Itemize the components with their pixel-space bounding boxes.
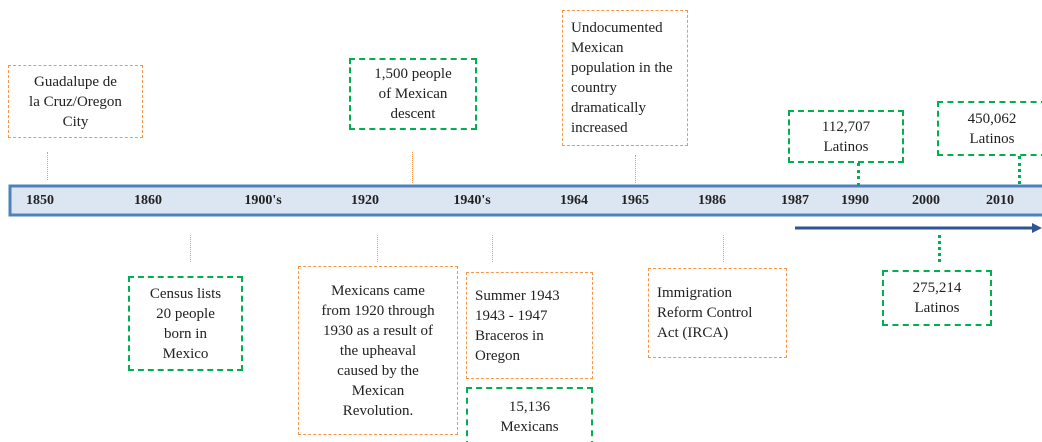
event-text: born in xyxy=(164,325,207,342)
event-text: Summer 1943 xyxy=(475,287,560,304)
event-box: Mexicans came from 1920 through 1930 as a … xyxy=(298,266,458,435)
connector xyxy=(47,152,48,180)
year-label: 1850 xyxy=(26,193,54,208)
year-label: 1940's xyxy=(453,193,491,208)
year-label: 1920 xyxy=(351,193,379,208)
event-text: City xyxy=(62,113,89,130)
event-text: Mexicans came xyxy=(331,282,425,299)
arrow-head xyxy=(1032,223,1042,233)
event-text: Immigration xyxy=(657,285,732,301)
timeline-bar xyxy=(8,184,1042,217)
event-text: Braceros in xyxy=(475,327,544,344)
event-box: Undocumented Mexican population in the coun… xyxy=(562,10,688,146)
event-text: of Mexican xyxy=(378,86,448,102)
event-text: Mexico xyxy=(162,345,209,362)
event-text: 20 people xyxy=(156,305,215,322)
connector xyxy=(492,235,493,262)
event-text: increased xyxy=(571,120,628,136)
event-text: la Cruz/Oregon xyxy=(29,93,122,110)
event-text: Latinos xyxy=(969,130,1015,147)
event-text: dramatically xyxy=(571,100,646,116)
event-box: 450,062 Latinos xyxy=(937,101,1042,156)
event-text: Mexican xyxy=(571,40,624,56)
event-box: 15,136 Mexicans xyxy=(466,387,593,442)
event-text: 1930 as a result of xyxy=(323,322,433,339)
event-box: Guadalupe de la Cruz/Oregon City xyxy=(8,65,143,138)
event-box: 112,707 Latinos xyxy=(788,110,904,163)
event-text: 1,500 people xyxy=(374,66,452,82)
event-text: descent xyxy=(390,106,436,122)
year-label: 1900's xyxy=(244,193,282,208)
connector xyxy=(723,235,724,262)
connector xyxy=(635,155,636,183)
event-text: from 1920 through xyxy=(321,302,435,319)
event-text: country xyxy=(571,80,617,96)
event-box: Census lists 20 people born in Mexico xyxy=(128,276,243,371)
event-text: Mexican xyxy=(351,382,405,399)
event-box: Summer 1943 1943 - 1947 Braceros in Oregon xyxy=(466,272,593,379)
event-box: 1,500 people of Mexican descent xyxy=(349,58,477,130)
event-text: Act (IRCA) xyxy=(657,325,729,341)
connector xyxy=(857,163,860,186)
event-text: Mexicans xyxy=(500,419,559,435)
event-text: Guadalupe de xyxy=(34,73,117,90)
event-text: Census lists xyxy=(149,285,222,302)
event-text: caused by the xyxy=(337,362,419,379)
event-text: 1943 - 1947 xyxy=(475,307,548,324)
year-label: 1964 xyxy=(560,193,588,208)
event-box: Immigration Reform Control Act (IRCA) xyxy=(648,268,787,358)
event-text: 450,062 xyxy=(967,110,1017,127)
event-text: population in the xyxy=(571,60,673,76)
event-text: Latinos xyxy=(823,138,869,155)
event-text: 15,136 xyxy=(508,399,551,415)
event-text: Reform Control xyxy=(657,305,753,321)
year-label: 1986 xyxy=(698,193,726,208)
year-label: 2000 xyxy=(912,193,940,208)
event-text: the upheaval xyxy=(339,342,417,359)
event-text: Revolution. xyxy=(342,402,414,419)
event-text: 112,707 xyxy=(821,118,871,135)
connector xyxy=(938,235,941,262)
connector xyxy=(190,235,191,262)
event-text: Oregon xyxy=(475,347,520,364)
event-text: 275,214 xyxy=(912,280,962,296)
connector xyxy=(1018,156,1021,184)
connector xyxy=(412,152,413,183)
event-box: 275,214 Latinos xyxy=(882,270,992,326)
event-text: Latinos xyxy=(914,300,960,316)
event-text: Undocumented xyxy=(571,20,663,36)
year-label: 1860 xyxy=(134,193,162,208)
year-label: 1965 xyxy=(621,193,649,208)
connector xyxy=(377,235,378,262)
year-label: 1987 xyxy=(781,193,809,208)
year-label: 2010 xyxy=(986,193,1014,208)
year-label: 1990 xyxy=(841,193,869,208)
